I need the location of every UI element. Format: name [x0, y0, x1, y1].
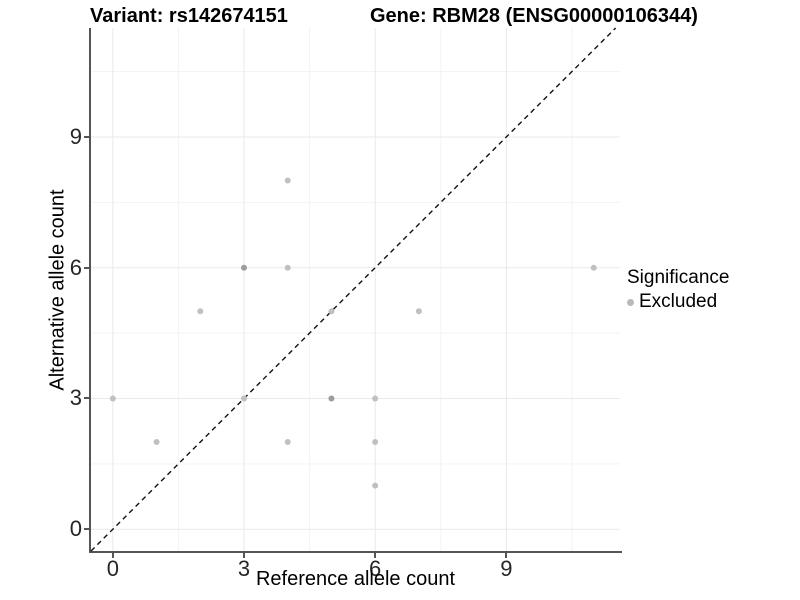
data-point: [590, 264, 597, 271]
y-tick-mark: [84, 266, 89, 269]
plot-panel: [90, 27, 620, 552]
data-point: [284, 264, 291, 271]
legend-item-excluded: Excluded: [627, 291, 729, 313]
y-tick-label: 3: [69, 385, 82, 411]
data-point: [109, 395, 116, 402]
x-tick-label: 9: [500, 556, 513, 581]
y-tick-mark: [84, 528, 89, 531]
plot-title-gene: Gene: RBM28 (ENSG00000106344): [370, 5, 698, 27]
x-tick-mark: [505, 553, 508, 558]
plot-canvas: [90, 27, 620, 552]
data-point: [284, 177, 291, 184]
legend-item-label: Excluded: [639, 291, 718, 312]
data-point: [328, 308, 335, 315]
y-tick-mark: [84, 397, 89, 400]
y-tick-label: 0: [69, 516, 82, 542]
x-tick-mark: [243, 553, 246, 558]
y-axis-line: [89, 28, 91, 553]
legend-title: Significance: [627, 267, 730, 288]
x-axis-title-text: Reference allele count: [255, 568, 455, 590]
x-tick-label: 3: [237, 556, 251, 581]
x-axis-title: Reference allele count: [0, 568, 711, 591]
data-point: [372, 482, 379, 489]
legend: Significance Excluded: [627, 267, 729, 313]
data-point: [284, 439, 291, 446]
legend-point-icon: [627, 298, 634, 306]
x-tick-label: 6: [369, 556, 382, 581]
identity-dashed-line: [90, 27, 617, 552]
data-point: [197, 308, 204, 315]
data-point: [372, 395, 379, 402]
y-axis-title: Alternative allele count: [46, 189, 69, 391]
plot-title-variant: Variant: rs142674151: [90, 5, 288, 27]
data-point: [328, 395, 335, 402]
x-tick-mark: [111, 553, 114, 558]
y-tick-mark: [84, 135, 89, 138]
y-tick-label: 9: [69, 123, 82, 149]
x-axis-line: [89, 551, 622, 553]
x-tick-label: 0: [106, 556, 119, 581]
data-point: [241, 264, 248, 271]
data-point: [241, 395, 248, 402]
y-tick-label: 6: [69, 254, 82, 280]
data-point: [372, 439, 379, 446]
data-point: [153, 439, 160, 446]
x-tick-mark: [374, 553, 377, 558]
data-point: [415, 308, 422, 315]
